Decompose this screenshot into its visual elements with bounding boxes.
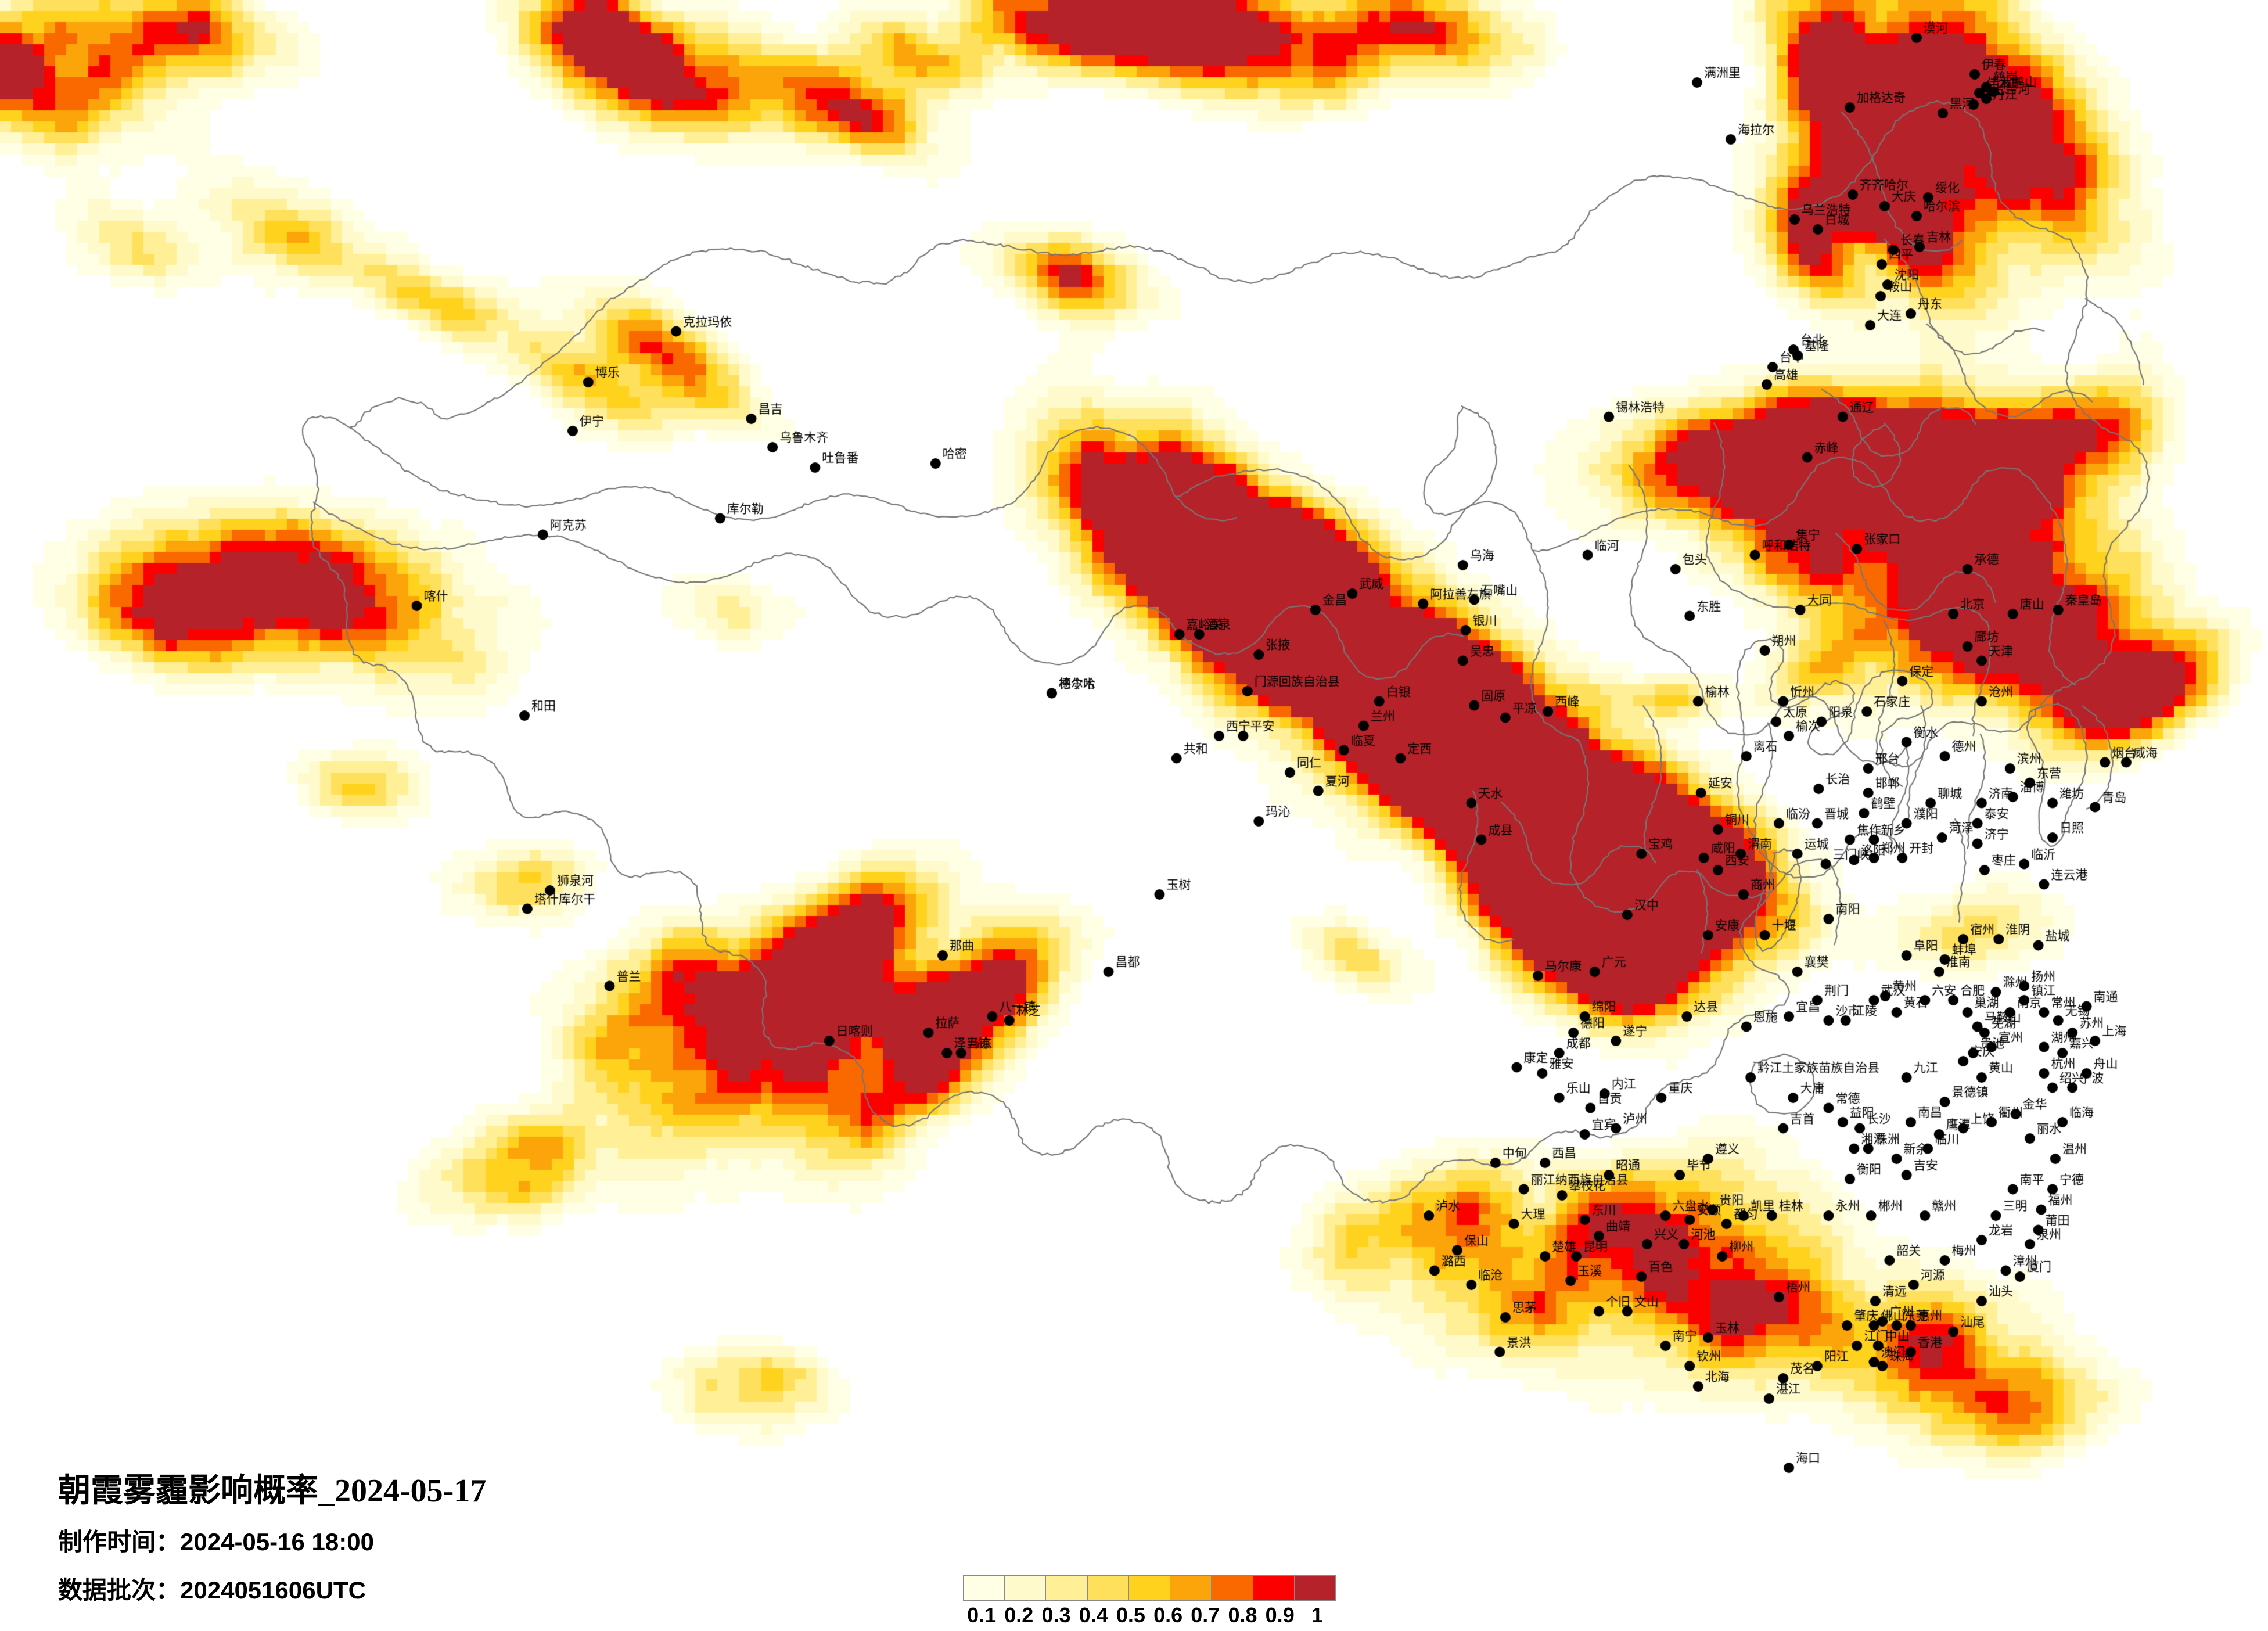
- data-batch-value: 2024051606UTC: [180, 1576, 366, 1604]
- footer-info-block: 朝霞雾霾影响概率_2024-05-17 制作时间：2024-05-16 18:0…: [58, 1472, 813, 1606]
- legend-swatch-1: [964, 1576, 1005, 1600]
- produced-time-label: 制作时间：: [58, 1529, 181, 1557]
- legend-swatch-8: [1253, 1576, 1295, 1600]
- produced-time-value: 2024-05-16 18:00: [180, 1528, 374, 1556]
- legend-swatch-6: [1170, 1576, 1212, 1600]
- legend-tick-0.2: 0.2: [1004, 1603, 1034, 1627]
- legend-tick-0.1: 0.1: [967, 1603, 997, 1627]
- legend-tick-0.6: 0.6: [1153, 1603, 1183, 1627]
- legend-tick-1: 1: [1311, 1603, 1323, 1627]
- legend-tick-0.3: 0.3: [1041, 1603, 1071, 1627]
- produced-time-row: 制作时间：2024-05-16 18:00: [58, 1522, 813, 1558]
- legend-swatch-3: [1046, 1576, 1088, 1600]
- legend-swatch-7: [1212, 1576, 1253, 1600]
- legend-swatch-9: [1294, 1576, 1335, 1600]
- legend-tick-0.8: 0.8: [1228, 1603, 1257, 1627]
- legend-tick-0.7: 0.7: [1191, 1603, 1220, 1627]
- legend-swatch-4: [1087, 1576, 1129, 1600]
- legend-tick-0.5: 0.5: [1116, 1603, 1145, 1627]
- data-batch-row: 数据批次：2024051606UTC: [58, 1571, 813, 1606]
- legend-swatch-strip: [963, 1575, 1336, 1601]
- color-legend: 0.1 0.2 0.3 0.4 0.5 0.6 0.7 0.8 0.9 1: [963, 1575, 1336, 1631]
- data-batch-label: 数据批次：: [58, 1578, 181, 1605]
- page-title: 朝霞雾霾影响概率_2024-05-17: [58, 1473, 487, 1509]
- legend-swatch-5: [1128, 1576, 1171, 1600]
- legend-tick-0.4: 0.4: [1079, 1603, 1108, 1627]
- legend-swatch-2: [1005, 1576, 1047, 1600]
- legend-tick-0.9: 0.9: [1265, 1603, 1295, 1627]
- legend-tick-labels: 0.1 0.2 0.3 0.4 0.5 0.6 0.7 0.8 0.9 1: [963, 1603, 1336, 1631]
